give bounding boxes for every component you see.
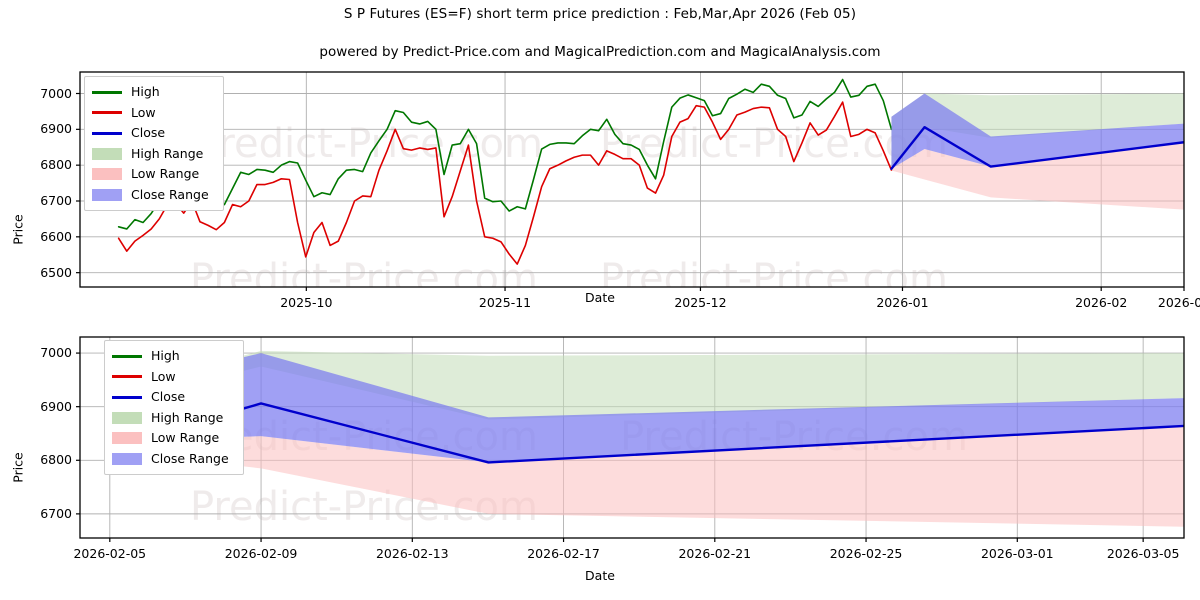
detail-legend-item: Low [112, 367, 235, 388]
overview-x-tick: 2025-11 [478, 295, 532, 310]
overview-y-tick: 7000 [40, 85, 72, 101]
detail-x-axis-label: Date [585, 568, 615, 583]
detail-x-tick: 2026-02-13 [375, 546, 449, 561]
overview-close-line [890, 125, 1184, 170]
overview-legend-item: Low [92, 103, 215, 124]
overview-legend-item: Close Range [92, 185, 215, 206]
legend-label: Close [151, 389, 186, 404]
detail-x-tick: 2026-03-01 [980, 546, 1054, 561]
detail-x-tick: 2026-02-21 [678, 546, 752, 561]
detail-y-tick: 6900 [40, 398, 72, 414]
legend-line-swatch [112, 395, 142, 399]
legend-line-swatch [92, 111, 122, 115]
overview-x-tick: 2025-10 [280, 295, 333, 310]
overview-legend-item: Low Range [92, 164, 215, 185]
overview-legend-item: Close [92, 123, 215, 144]
overview-legend: High Low Close High Range Low Range Close Ran… [84, 76, 224, 211]
legend-label: High [151, 348, 180, 363]
legend-line-swatch [112, 375, 142, 379]
legend-label: Close Range [131, 186, 209, 202]
watermark: Predict-Price.com Predict-Price.com Predic… [190, 121, 948, 302]
detail-plot: Predict-Price.comPredict-Price.comPredic… [76, 336, 1185, 542]
detail-x-tick: 2026-02-17 [527, 546, 600, 561]
overview-y-tick: 6800 [40, 157, 72, 173]
overview-high-range-band [891, 93, 1184, 169]
overview-y-tick: 6700 [40, 193, 72, 208]
legend-label: Low [151, 368, 176, 384]
detail-legend: High Low Close High Range Low Range Close Ran… [104, 340, 244, 475]
detail-y-tick: 7000 [40, 345, 72, 361]
detail-legend-item: High Range [112, 408, 235, 429]
legend-patch-swatch [92, 188, 122, 201]
legend-patch-swatch [112, 452, 142, 465]
overview-plot: Predict-Price.com Predict-Price.com Predic… [76, 71, 1185, 302]
overview-chart-panel: Price Predict-Price.com Predict-Price.com… [0, 62, 1200, 312]
detail-x-tick: 2026-02-05 [73, 546, 147, 561]
page-subtitle: powered by Predict-Price.com and Magical… [319, 44, 881, 60]
overview-x-tick: 2026-03 [1157, 295, 1200, 310]
overview-x-tick: 2025-12 [674, 295, 727, 310]
legend-patch-swatch [92, 147, 122, 160]
detail-legend-item: Close [112, 387, 235, 408]
detail-high-range-band [109, 350, 1184, 428]
page-title: S P Futures (ES=F) short term price pred… [343, 6, 857, 22]
legend-label: Low [131, 104, 156, 120]
overview-x-tick: 2026-02 [1075, 295, 1128, 310]
svg-text:Predict-Price.com: Predict-Price.com [190, 256, 538, 302]
overview-x-axis-label: Date [585, 290, 615, 305]
overview-x-tick: 2026-01 [876, 295, 929, 310]
detail-legend-item: Low Range [112, 428, 235, 449]
detail-x-tick: 2026-02-09 [224, 546, 298, 561]
overview-y-tick: 6600 [40, 228, 72, 244]
legend-line-swatch [112, 354, 142, 358]
overview-low-line [117, 101, 893, 265]
svg-text:Predict-Price.com: Predict-Price.com [600, 256, 948, 302]
legend-label: Close Range [151, 450, 229, 466]
legend-label: High Range [131, 145, 204, 161]
overview-low-range-band [891, 142, 1184, 210]
legend-line-swatch [92, 131, 122, 135]
detail-x-tick: 2026-03-05 [1106, 546, 1180, 561]
legend-label: Low Range [131, 166, 200, 181]
legend-label: Close [131, 125, 166, 140]
overview-y-tick: 6900 [40, 121, 72, 137]
legend-patch-swatch [112, 432, 142, 445]
overview-legend-item: High Range [92, 144, 215, 165]
legend-label: Low Range [151, 430, 220, 445]
detail-legend-item: High [112, 346, 235, 367]
svg-text:Predict-Price.com: Predict-Price.com [195, 121, 543, 167]
svg-text:Predict-Price.com: Predict-Price.com [600, 121, 948, 167]
legend-label: High Range [151, 409, 224, 425]
detail-y-tick: 6800 [40, 452, 72, 468]
detail-y-tick: 6700 [40, 505, 72, 521]
overview-high-line [117, 78, 893, 230]
detail-x-tick: 2026-02-25 [829, 546, 903, 561]
detail-legend-item: Close Range [112, 449, 235, 470]
legend-patch-swatch [112, 411, 142, 424]
legend-line-swatch [92, 90, 122, 94]
legend-label: High [131, 84, 160, 99]
detail-low-range-band [109, 425, 1184, 527]
legend-patch-swatch [92, 168, 122, 181]
detail-chart-panel: Price Predict-Price.comPredict-Price.com… [0, 330, 1200, 600]
overview-y-tick: 6500 [40, 264, 72, 280]
overview-legend-item: High [92, 82, 215, 103]
detail-y-axis-label: Price [10, 452, 26, 483]
